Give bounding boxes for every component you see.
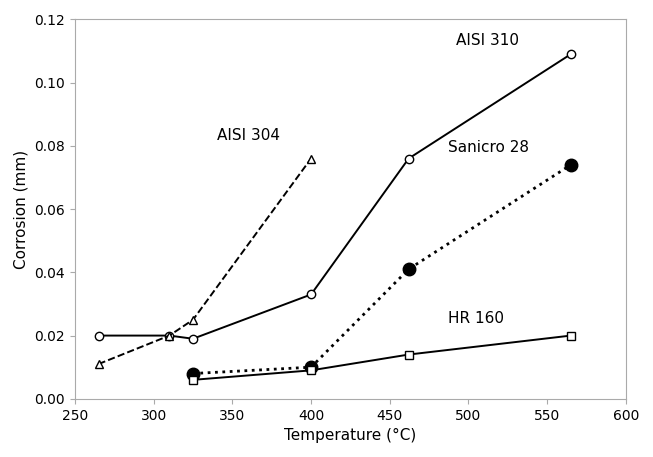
X-axis label: Temperature (°C): Temperature (°C) (284, 428, 417, 443)
Text: AISI 304: AISI 304 (217, 128, 279, 143)
Y-axis label: Corrosion (mm): Corrosion (mm) (14, 149, 29, 269)
Text: HR 160: HR 160 (448, 311, 504, 326)
Text: Sanicro 28: Sanicro 28 (448, 140, 529, 155)
Text: AISI 310: AISI 310 (456, 33, 519, 48)
